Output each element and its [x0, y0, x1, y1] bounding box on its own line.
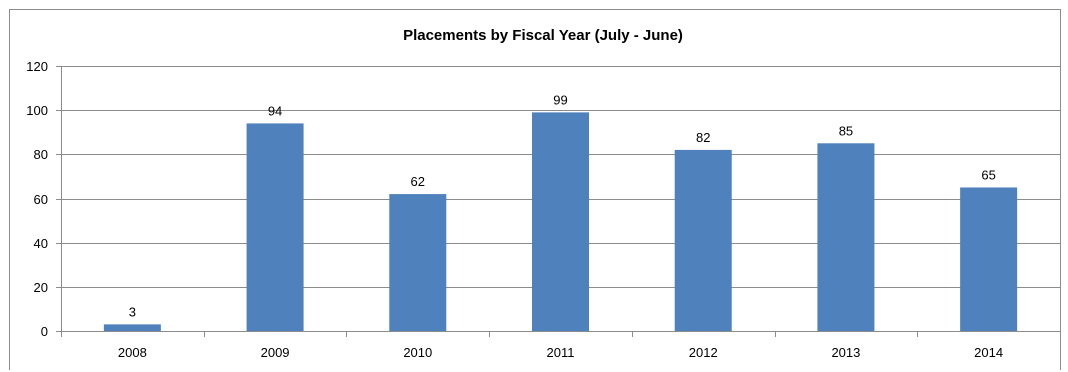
y-tick-label: 120	[26, 59, 48, 74]
data-label-2009: 94	[268, 103, 282, 118]
x-tick-label-2012: 2012	[689, 345, 718, 360]
x-axis-ticks: 2008 2009 2010 2011 2012 2013 2014	[61, 331, 1061, 360]
data-label-2011: 99	[553, 92, 567, 107]
bar-2009	[246, 123, 304, 332]
data-labels: 3 94 62 99 82 85 65	[129, 92, 996, 319]
y-axis-ticks: 0 20 40 60 80 100 120	[26, 59, 48, 339]
x-tick-label-2014: 2014	[974, 345, 1003, 360]
x-tick-label-2013: 2013	[831, 345, 860, 360]
y-tick-label: 60	[34, 192, 48, 207]
chart-frame	[9, 9, 1061, 370]
data-label-2008: 3	[129, 304, 136, 319]
y-tick-label: 100	[26, 103, 48, 118]
x-tick-label-2009: 2009	[261, 345, 290, 360]
data-label-2010: 62	[411, 174, 425, 189]
data-label-2013: 85	[839, 123, 853, 138]
bar-2011	[532, 112, 589, 331]
y-tick-label: 80	[34, 147, 48, 162]
bars	[103, 112, 1018, 332]
data-label-2012: 82	[696, 130, 710, 145]
x-tick-label-2010: 2010	[403, 345, 432, 360]
bar-2010	[389, 194, 447, 331]
x-tick-label-2008: 2008	[118, 345, 147, 360]
chart-title: Placements by Fiscal Year (July - June)	[403, 27, 683, 44]
bar-2014	[960, 187, 1018, 331]
data-label-2014: 65	[981, 167, 995, 182]
x-tick-label-2011: 2011	[547, 345, 575, 360]
bar-2012	[674, 149, 732, 331]
y-tick-label: 20	[34, 280, 48, 295]
bar-2013	[817, 143, 875, 331]
y-tick-label: 0	[41, 324, 48, 339]
y-tick-label: 40	[34, 236, 48, 251]
bar-2008	[103, 324, 161, 331]
